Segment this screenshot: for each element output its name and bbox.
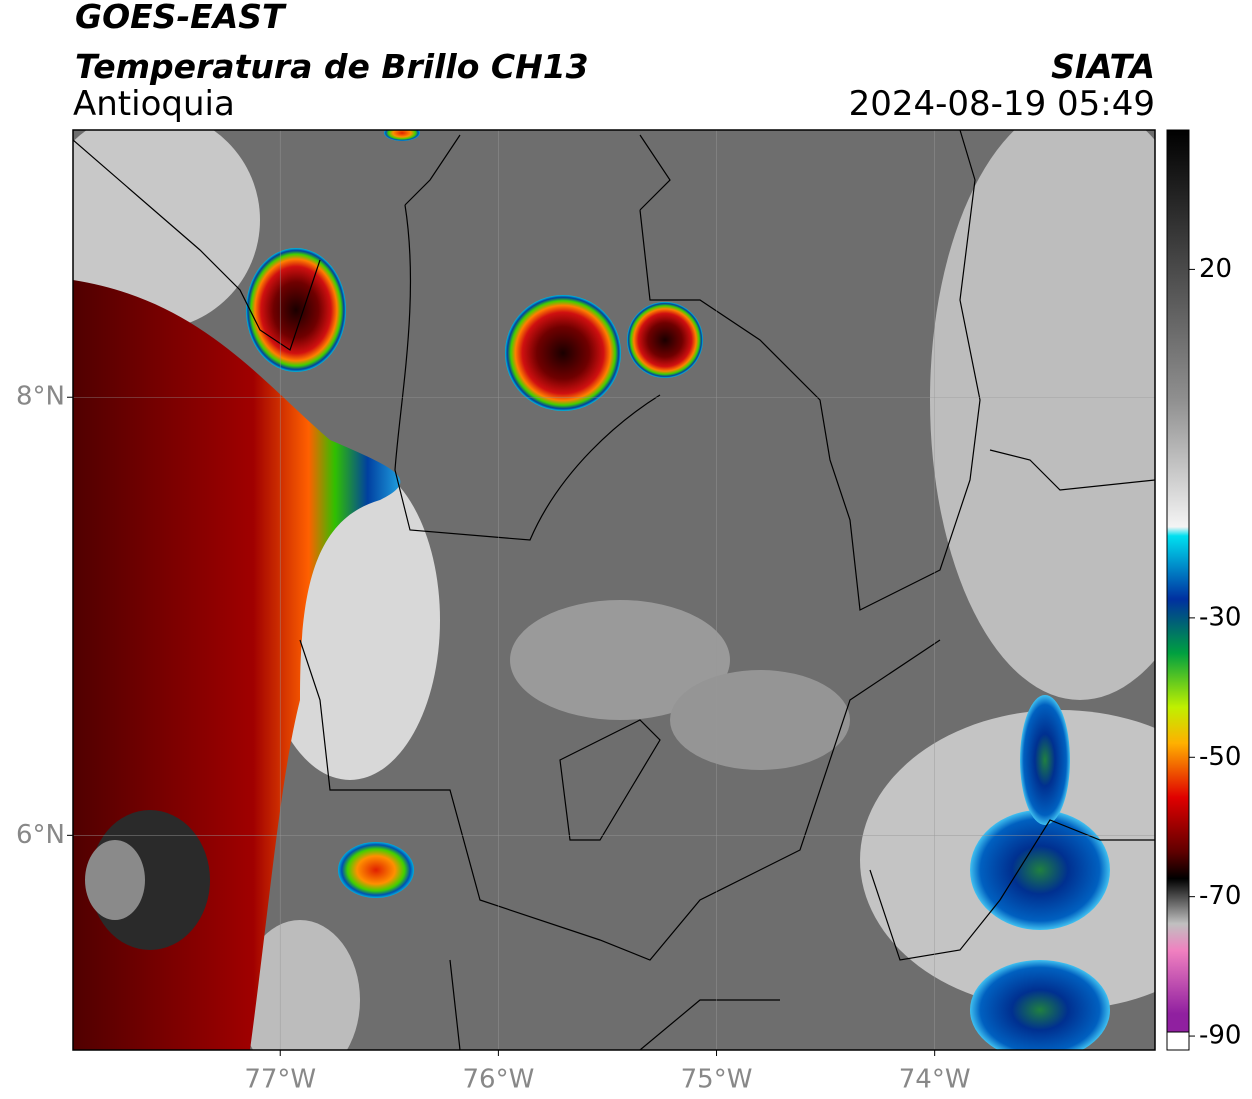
grid (73, 130, 1155, 1050)
subtitle: Temperatura de Brillo CH13 (75, 47, 589, 86)
datetime: 2024-08-19 05:49 (849, 84, 1155, 124)
title: GOES-EAST (75, 0, 287, 36)
colorbar-tick-label: -50 (1199, 742, 1241, 772)
colorbar-tick-label: -90 (1199, 1021, 1241, 1051)
y-tick-label: 8°N (16, 382, 65, 412)
source: SIATA (1051, 47, 1155, 86)
x-tick-label: 74°W (899, 1065, 971, 1095)
colorbar-tick-label: -70 (1199, 881, 1241, 911)
map-frame (72, 129, 1156, 1051)
x-tick-label: 77°W (244, 1065, 316, 1095)
satellite-image (73, 130, 1155, 1050)
x-tick-label: 76°W (462, 1065, 534, 1095)
region: Antioquia (73, 84, 235, 124)
x-tick-label: 75°W (681, 1065, 753, 1095)
colorbar-under (1166, 1031, 1190, 1051)
colorbar-tick-label: -30 (1199, 602, 1241, 632)
colorbar-tick-label: 20 (1199, 254, 1232, 284)
colorbar (1166, 129, 1190, 1033)
y-tick-label: 6°N (16, 820, 65, 850)
